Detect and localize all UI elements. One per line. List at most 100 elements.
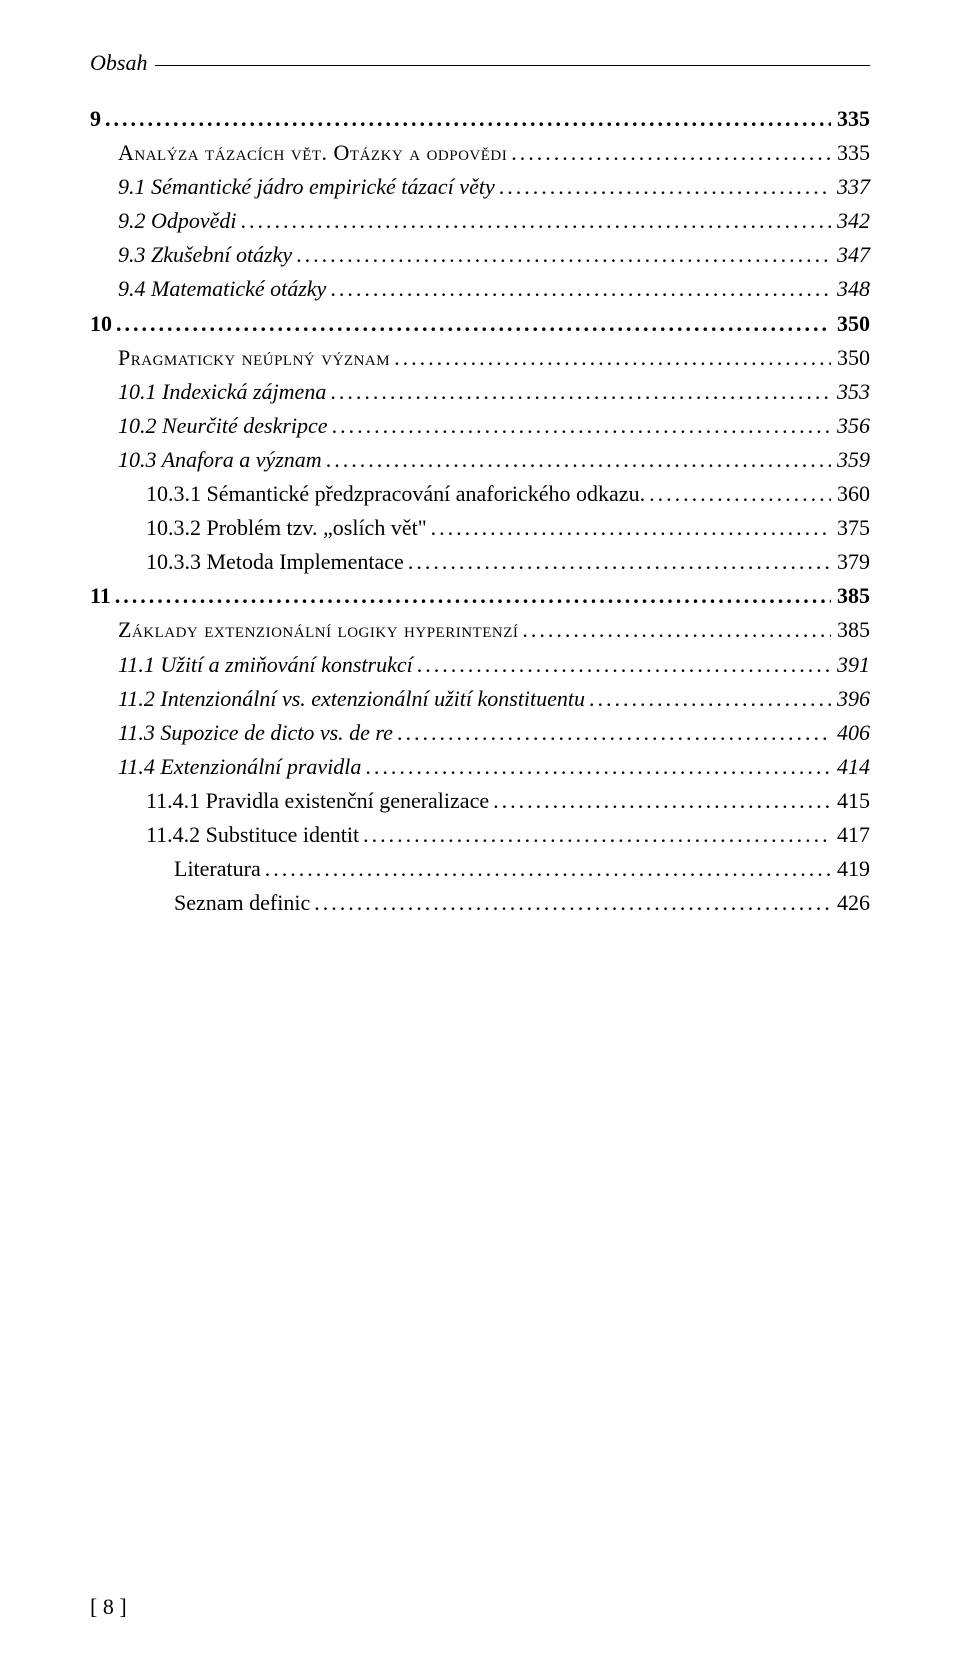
toc-entry: 11.4.1 Pravidla existenční generalizace … [146, 784, 870, 818]
toc-entry: Literatura 419 [174, 852, 870, 886]
toc-leader [394, 341, 831, 375]
toc-entry: 11.1 Užití a zmiňování konstrukcí 391 [118, 648, 870, 682]
toc-entry-page: 414 [831, 750, 870, 784]
toc-entry: 11.4 Extenzionální pravidla 414 [118, 750, 870, 784]
toc-leader [397, 716, 831, 750]
toc-entry-label: Seznam definic [174, 886, 314, 920]
toc-entry-label: 9 [90, 102, 105, 136]
toc-entry-label: 11 [90, 579, 115, 613]
toc-entry-page: 417 [831, 818, 870, 852]
toc-entry-label: 11.1 Užití a zmiňování konstrukcí [118, 648, 417, 682]
toc-entry-label: 10.3.1 Sémantické předzpracování anafori… [146, 477, 649, 511]
toc-entry-label: 9.3 Zkušební otázky [118, 238, 296, 272]
toc-entry-label: 11.3 Supozice de dicto vs. de re [118, 716, 397, 750]
toc-entry: 11 385 [90, 579, 870, 613]
toc-leader [511, 136, 831, 170]
toc-entry-page: 360 [831, 477, 870, 511]
toc-entry-label: 9.4 Matematické otázky [118, 272, 330, 306]
toc-entry: 10.3.1 Sémantické předzpracování anafori… [146, 477, 870, 511]
toc-entry-label: 10.1 Indexická zájmena [118, 375, 330, 409]
toc-entry: 9.2 Odpovědi 342 [118, 204, 870, 238]
toc-entry-page: 347 [831, 238, 870, 272]
toc-entry-label: Literatura [174, 852, 265, 886]
toc-leader [408, 545, 831, 579]
toc-entry: 9.4 Matematické otázky 348 [118, 272, 870, 306]
toc-entry-page: 396 [831, 682, 870, 716]
toc-entry-label: 11.4.2 Substituce identit [146, 818, 363, 852]
toc-leader [326, 443, 831, 477]
toc-entry-label: 11.2 Intenzionální vs. extenzionální uži… [118, 682, 589, 716]
toc-entry-label: Základy extenzionální logiky hyperintenz… [118, 613, 522, 647]
toc-entry-page: 337 [831, 170, 870, 204]
running-head: Obsah [90, 50, 870, 76]
toc-entry-page: 419 [831, 852, 870, 886]
toc-leader [332, 409, 831, 443]
toc-leader [589, 682, 831, 716]
toc-entry: Základy extenzionální logiky hyperintenz… [118, 613, 870, 647]
toc-entry: 10.3.3 Metoda Implementace 379 [146, 545, 870, 579]
toc-leader [493, 784, 831, 818]
toc-leader [431, 511, 831, 545]
toc-entry-label: 9.1 Sémantické jádro empirické tázací vě… [118, 170, 499, 204]
toc-entry-label: 11.4.1 Pravidla existenční generalizace [146, 784, 493, 818]
toc-entry-label: 9.2 Odpovědi [118, 204, 241, 238]
toc-entry-page: 385 [831, 613, 870, 647]
toc-leader [116, 307, 831, 341]
toc-leader [649, 477, 831, 511]
toc-entry: 11.3 Supozice de dicto vs. de re 406 [118, 716, 870, 750]
toc-entry: 10.3 Anafora a význam 359 [118, 443, 870, 477]
toc-entry-label: 10.3.2 Problém tzv. „oslích vět" [146, 511, 431, 545]
toc-leader [365, 750, 831, 784]
toc-entry: Seznam definic 426 [174, 886, 870, 920]
table-of-contents: 9 335Analýza tázacích vět. Otázky a odpo… [90, 102, 870, 920]
toc-entry: 9 335 [90, 102, 870, 136]
toc-entry-page: 350 [831, 341, 870, 375]
toc-entry-label: 10.2 Neurčité deskripce [118, 409, 332, 443]
toc-entry-page: 379 [831, 545, 870, 579]
toc-leader [330, 272, 831, 306]
toc-entry-page: 359 [831, 443, 870, 477]
toc-entry-page: 426 [831, 886, 870, 920]
toc-entry: 9.1 Sémantické jádro empirické tázací vě… [118, 170, 870, 204]
toc-entry-label: 10.3 Anafora a význam [118, 443, 326, 477]
toc-entry-page: 335 [831, 136, 870, 170]
toc-entry: 9.3 Zkušební otázky 347 [118, 238, 870, 272]
toc-entry: 10.3.2 Problém tzv. „oslích vět" 375 [146, 511, 870, 545]
toc-leader [314, 886, 831, 920]
toc-entry-page: 348 [831, 272, 870, 306]
toc-leader [296, 238, 831, 272]
toc-leader [417, 648, 831, 682]
toc-entry-page: 406 [831, 716, 870, 750]
toc-entry-page: 335 [831, 102, 870, 136]
toc-entry-label: Pragmaticky neúplný význam [118, 341, 394, 375]
toc-entry-label: 11.4 Extenzionální pravidla [118, 750, 365, 784]
toc-entry-page: 385 [831, 579, 870, 613]
toc-entry-label: 10.3.3 Metoda Implementace [146, 545, 408, 579]
toc-leader [241, 204, 831, 238]
toc-entry-page: 353 [831, 375, 870, 409]
toc-entry: Pragmaticky neúplný význam 350 [118, 341, 870, 375]
toc-entry: 11.4.2 Substituce identit 417 [146, 818, 870, 852]
page: Obsah 9 335Analýza tázacích vět. Otázky … [0, 0, 960, 1680]
toc-entry: 11.2 Intenzionální vs. extenzionální uži… [118, 682, 870, 716]
toc-leader [363, 818, 831, 852]
toc-entry: Analýza tázacích vět. Otázky a odpovědi … [118, 136, 870, 170]
toc-entry: 10.2 Neurčité deskripce 356 [118, 409, 870, 443]
toc-entry-page: 415 [831, 784, 870, 818]
toc-entry-page: 350 [831, 307, 870, 341]
toc-entry-page: 342 [831, 204, 870, 238]
toc-leader [265, 852, 831, 886]
toc-entry-label: 10 [90, 307, 116, 341]
running-head-label: Obsah [90, 50, 155, 76]
running-head-rule [155, 65, 870, 66]
toc-entry: 10.1 Indexická zájmena 353 [118, 375, 870, 409]
toc-leader [105, 102, 831, 136]
page-number: [ 8 ] [90, 1594, 127, 1620]
toc-leader [522, 613, 831, 647]
toc-entry-page: 356 [831, 409, 870, 443]
toc-entry-label: Analýza tázacích vět. Otázky a odpovědi [118, 136, 511, 170]
toc-entry-page: 375 [831, 511, 870, 545]
toc-leader [330, 375, 831, 409]
toc-entry-page: 391 [831, 648, 870, 682]
toc-entry: 10 350 [90, 307, 870, 341]
